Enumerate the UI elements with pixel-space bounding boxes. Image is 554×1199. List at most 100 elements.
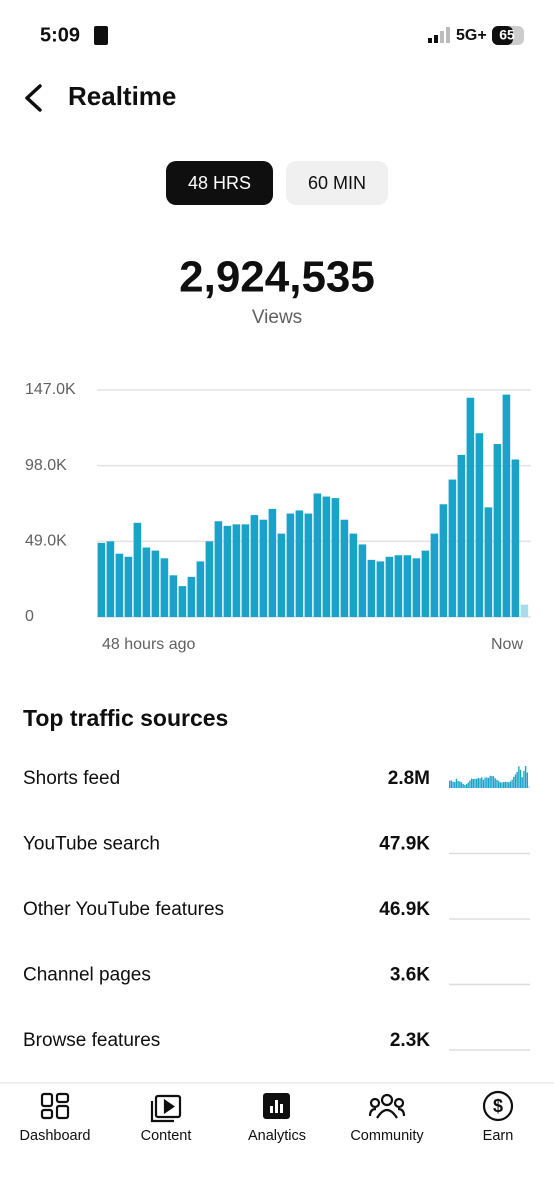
sparkline-bar	[452, 781, 454, 788]
bar	[349, 533, 358, 617]
tab-label: 60 MIN	[308, 173, 366, 193]
icon-analytics	[280, 1104, 283, 1113]
source-name[interactable]: Other YouTube features	[23, 899, 224, 920]
bar	[268, 508, 277, 617]
x-label: 48 hours ago	[102, 636, 196, 653]
bar	[484, 507, 493, 617]
icon-earn-symbol: $	[493, 1096, 503, 1116]
icon-community	[380, 1093, 394, 1107]
bar	[367, 559, 376, 617]
sparkline-bar	[492, 776, 495, 788]
chart: 0 49.0K 98.0K 147.0K 48 hours ago Now	[25, 381, 531, 653]
bar	[466, 397, 475, 617]
bar	[403, 555, 412, 617]
bar	[439, 504, 448, 617]
sparkline-bar	[491, 776, 493, 788]
bottom-nav: Dashboard Content Analytics Community Earn	[20, 1128, 514, 1144]
icon-analytics	[270, 1106, 273, 1113]
sparkline-bar	[459, 781, 461, 788]
icon-dashboard	[55, 1104, 70, 1120]
nav-label[interactable]: Content	[141, 1128, 192, 1144]
y-tick-label: 98.0K	[25, 457, 67, 474]
source-value: 46.9K	[379, 899, 430, 920]
bar	[448, 479, 457, 617]
status-network: 5G+	[456, 27, 487, 44]
source-name[interactable]: Channel pages	[23, 965, 151, 986]
source-name[interactable]: Shorts feed	[23, 768, 120, 789]
icon-dashboard	[55, 1092, 70, 1104]
sparkline-bar	[462, 783, 464, 788]
sparkline-bar	[499, 782, 501, 788]
y-tick-label: 147.0K	[25, 381, 76, 398]
bar	[259, 519, 268, 617]
signal	[440, 31, 444, 43]
sparkline-bar	[460, 782, 463, 788]
icon-community	[368, 1107, 406, 1119]
nav-label[interactable]: Analytics	[248, 1128, 306, 1144]
back-button[interactable]	[25, 84, 42, 112]
sparkline-bar	[449, 780, 451, 788]
sparkline-bar	[467, 782, 469, 788]
nav-label[interactable]: Dashboard	[20, 1128, 91, 1144]
nav-label[interactable]: Earn	[483, 1128, 514, 1144]
bar	[394, 555, 403, 617]
tab-active[interactable]	[166, 161, 273, 205]
icon-content	[154, 1094, 182, 1119]
bar	[457, 454, 466, 617]
source-value: 47.9K	[379, 834, 430, 855]
total-label: Views	[252, 307, 302, 328]
sparkline-bar	[509, 781, 512, 788]
sparkline-bar	[457, 781, 459, 788]
sparkline-bar	[472, 778, 474, 788]
icon-dashboard	[40, 1108, 54, 1120]
sparkline-bar	[496, 779, 498, 788]
sparkline-bar	[454, 782, 456, 788]
x-label: Now	[491, 636, 523, 653]
y-tick-label: 0	[25, 608, 34, 625]
bar	[376, 561, 385, 617]
sparkline-bar	[477, 777, 480, 788]
bar	[511, 459, 520, 617]
bar	[178, 586, 187, 617]
icon-content	[150, 1101, 174, 1123]
sparkline-bar	[508, 782, 510, 788]
bar	[385, 556, 394, 617]
bar	[151, 550, 160, 617]
icon-community	[393, 1097, 405, 1109]
status-icon	[94, 26, 108, 45]
nav-label[interactable]: Community	[350, 1128, 424, 1144]
bar	[322, 496, 331, 617]
bar	[196, 561, 205, 617]
sparkline-bar	[476, 778, 478, 788]
section-title: Top traffic sources	[23, 705, 228, 731]
tab-label: 48 HRS	[188, 173, 251, 193]
source-name[interactable]: Browse features	[23, 1030, 160, 1051]
sparkline-bar	[519, 769, 522, 788]
source-value: 2.3K	[390, 1030, 430, 1051]
sparkline-bar	[518, 766, 520, 788]
sparkline-bar	[511, 779, 513, 788]
bar	[286, 513, 295, 617]
icon-content	[163, 1098, 175, 1115]
bar	[313, 493, 322, 617]
bar	[160, 558, 169, 617]
tab[interactable]	[286, 161, 388, 205]
sparkline-bar	[528, 786, 530, 788]
sparkline-bar	[516, 771, 518, 788]
sparkline-bar	[497, 780, 500, 788]
sparkline-bar	[526, 772, 528, 788]
sparkline-bar	[450, 780, 453, 788]
sparkline-bar	[487, 777, 490, 788]
sparkline-bar	[523, 770, 525, 788]
bar	[295, 510, 304, 617]
source-name[interactable]: YouTube search	[23, 834, 160, 855]
source-value: 2.8M	[388, 768, 430, 789]
bar	[142, 547, 151, 617]
bar	[115, 553, 124, 617]
status-time: 5:09	[40, 24, 80, 46]
bar	[412, 558, 421, 617]
bar	[250, 515, 259, 617]
traffic-list: Shorts feed 2.8M YouTube search 47.9K Other …	[23, 766, 530, 1051]
